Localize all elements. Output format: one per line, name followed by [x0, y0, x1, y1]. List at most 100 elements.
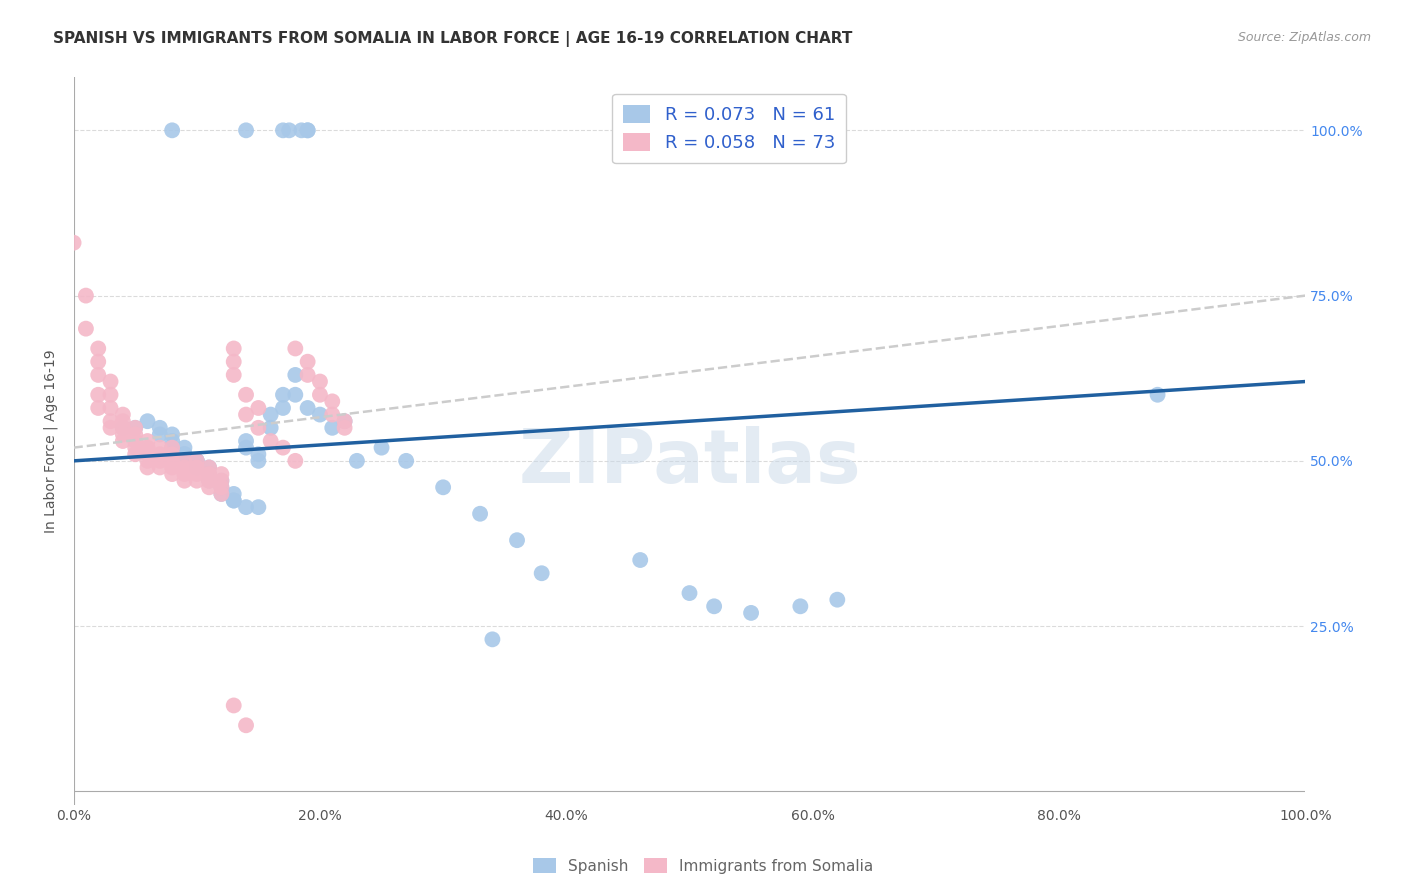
Point [260, 434, 283, 448]
Point [198, 460, 221, 475]
Point [124, 427, 146, 442]
Point [235, 408, 257, 422]
Point [235, 434, 257, 448]
Point [432, 480, 454, 494]
Point [124, 441, 146, 455]
Point [395, 454, 418, 468]
Point [235, 718, 257, 732]
Y-axis label: In Labor Force | Age 16-19: In Labor Force | Age 16-19 [44, 349, 58, 533]
Point [271, 401, 294, 415]
Point [160, 454, 183, 468]
Point [309, 408, 332, 422]
Point [136, 414, 159, 428]
Point [87, 401, 110, 415]
Point [149, 441, 172, 455]
Point [160, 467, 183, 481]
Point [75, 321, 97, 335]
Point [284, 368, 307, 382]
Point [136, 434, 159, 448]
Point [149, 460, 172, 475]
Point [111, 414, 134, 428]
Point [333, 414, 356, 428]
Point [284, 454, 307, 468]
Point [136, 460, 159, 475]
Text: ZIPatlas: ZIPatlas [519, 426, 860, 500]
Text: SPANISH VS IMMIGRANTS FROM SOMALIA IN LABOR FORCE | AGE 16-19 CORRELATION CHART: SPANISH VS IMMIGRANTS FROM SOMALIA IN LA… [53, 31, 853, 47]
Point [297, 123, 319, 137]
Point [321, 394, 343, 409]
Point [271, 123, 294, 137]
Point [186, 474, 208, 488]
Point [87, 388, 110, 402]
Point [297, 368, 319, 382]
Point [827, 592, 849, 607]
Point [160, 447, 183, 461]
Point [111, 421, 134, 435]
Point [160, 460, 183, 475]
Point [284, 342, 307, 356]
Point [271, 441, 294, 455]
Point [160, 427, 183, 442]
Point [186, 454, 208, 468]
Point [149, 447, 172, 461]
Point [160, 441, 183, 455]
Point [173, 454, 195, 468]
Point [506, 533, 529, 548]
Point [87, 368, 110, 382]
Legend: R = 0.073   N = 61, R = 0.058   N = 73: R = 0.073 N = 61, R = 0.058 N = 73 [612, 94, 846, 163]
Point [260, 408, 283, 422]
Point [186, 454, 208, 468]
Point [222, 493, 245, 508]
Point [628, 553, 651, 567]
Point [222, 487, 245, 501]
Point [468, 507, 491, 521]
Point [235, 500, 257, 515]
Point [235, 123, 257, 137]
Point [173, 467, 195, 481]
Point [62, 235, 84, 250]
Point [370, 441, 392, 455]
Point [247, 447, 270, 461]
Point [100, 388, 122, 402]
Point [160, 434, 183, 448]
Text: Source: ZipAtlas.com: Source: ZipAtlas.com [1237, 31, 1371, 45]
Point [1146, 388, 1168, 402]
Point [703, 599, 725, 614]
Point [222, 698, 245, 713]
Point [149, 454, 172, 468]
Point [87, 354, 110, 368]
Point [100, 401, 122, 415]
Point [198, 460, 221, 475]
Point [124, 421, 146, 435]
Point [160, 441, 183, 455]
Point [186, 467, 208, 481]
Point [235, 441, 257, 455]
Point [173, 447, 195, 461]
Point [209, 467, 232, 481]
Point [173, 447, 195, 461]
Point [186, 460, 208, 475]
Point [297, 123, 319, 137]
Point [333, 414, 356, 428]
Point [136, 441, 159, 455]
Point [321, 408, 343, 422]
Point [124, 421, 146, 435]
Point [124, 434, 146, 448]
Point [530, 566, 553, 581]
Point [87, 342, 110, 356]
Point [209, 474, 232, 488]
Point [346, 454, 368, 468]
Point [111, 408, 134, 422]
Point [160, 123, 183, 137]
Point [309, 375, 332, 389]
Point [173, 441, 195, 455]
Point [111, 427, 134, 442]
Point [740, 606, 762, 620]
Point [100, 421, 122, 435]
Legend: Spanish, Immigrants from Somalia: Spanish, Immigrants from Somalia [527, 852, 879, 880]
Point [186, 454, 208, 468]
Point [222, 354, 245, 368]
Point [198, 480, 221, 494]
Point [247, 454, 270, 468]
Point [173, 474, 195, 488]
